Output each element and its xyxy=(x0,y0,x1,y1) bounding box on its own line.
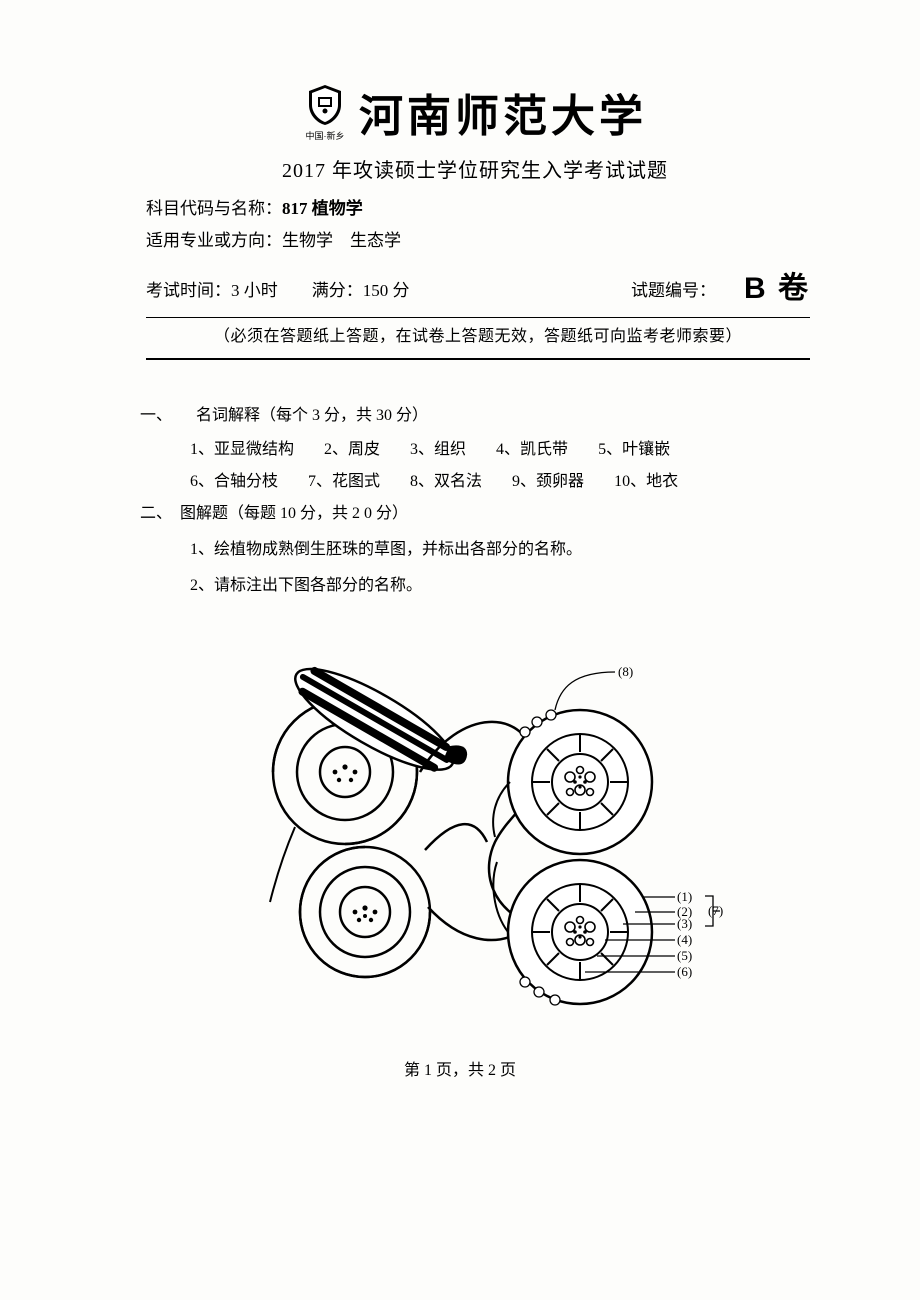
term-8: 8、双名法 xyxy=(410,466,482,498)
logo-subtext: 中国·新乡 xyxy=(306,129,345,142)
term-10: 10、地衣 xyxy=(614,466,678,498)
section-2-head: 二、 图解题（每题 10 分，共 2 0 分） xyxy=(140,498,810,530)
major-label: 适用专业或方向： xyxy=(146,231,282,250)
meta-block: 科目代码与名称：817 植物学 适用专业或方向：生物学 生态学 考试时间：3 小… xyxy=(146,193,810,360)
university-logo: 中国·新乡 xyxy=(303,83,347,142)
label-7: (7) xyxy=(708,903,723,918)
content: 一、 名词解释（每个 3 分，共 30 分） 1、亚显微结构 2、周皮 3、组织… xyxy=(140,400,810,1042)
question-2-2: 2、请标注出下图各部分的名称。 xyxy=(140,570,810,602)
term-9: 9、颈卵器 xyxy=(512,466,584,498)
logo-row: 中国·新乡 河南师范大学 xyxy=(140,80,810,144)
terms-row-2: 6、合轴分枝 7、花图式 8、双名法 9、颈卵器 10、地衣 xyxy=(140,466,810,498)
terms-row-1: 1、亚显微结构 2、周皮 3、组织 4、凯氏带 5、叶镶嵌 xyxy=(140,434,810,466)
exam-page: 中国·新乡 河南师范大学 2017 年攻读硕士学位研究生入学考试试题 科目代码与… xyxy=(0,0,920,1300)
time-label: 考试时间： xyxy=(146,281,231,300)
diagram-svg: (8) (1) (2) (3) (4) (5) (6) (7) xyxy=(225,612,725,1042)
label-8: (8) xyxy=(618,664,633,679)
header: 中国·新乡 河南师范大学 2017 年攻读硕士学位研究生入学考试试题 xyxy=(140,80,810,183)
score-label: 满分： xyxy=(312,281,363,300)
meta-subject: 科目代码与名称：817 植物学 xyxy=(146,193,810,225)
page-footer: 第 1 页，共 2 页 xyxy=(0,1056,920,1080)
label-1: (1) xyxy=(677,889,692,904)
term-4: 4、凯氏带 xyxy=(496,434,568,466)
shield-logo-icon xyxy=(303,83,347,127)
label-4: (4) xyxy=(677,932,692,947)
meta-time-score: 考试时间：3 小时 满分：150 分 试题编号： B 卷 xyxy=(146,258,810,318)
term-3: 3、组织 xyxy=(410,434,466,466)
term-2: 2、周皮 xyxy=(324,434,380,466)
term-7: 7、花图式 xyxy=(308,466,380,498)
label-3: (3) xyxy=(677,916,692,931)
subject-label: 科目代码与名称： xyxy=(146,199,282,218)
meta-major: 适用专业或方向：生物学 生态学 xyxy=(146,225,810,257)
term-6: 6、合轴分枝 xyxy=(190,466,278,498)
divider xyxy=(146,358,810,360)
answer-notice: （必须在答题纸上答题，在试卷上答题无效，答题纸可向监考老师索要） xyxy=(146,322,810,352)
time-value: 3 小时 xyxy=(231,281,278,300)
university-name: 河南师范大学 xyxy=(359,80,647,144)
major-value: 生物学 生态学 xyxy=(282,231,401,250)
section-1-head: 一、 名词解释（每个 3 分，共 30 分） xyxy=(140,400,810,432)
term-1: 1、亚显微结构 xyxy=(190,434,294,466)
term-5: 5、叶镶嵌 xyxy=(598,434,670,466)
botany-diagram: (8) (1) (2) (3) (4) (5) (6) (7) xyxy=(225,612,725,1042)
subject-value: 817 植物学 xyxy=(282,199,363,218)
question-2-1: 1、绘植物成熟倒生胚珠的草图，并标出各部分的名称。 xyxy=(140,534,810,566)
exam-title: 2017 年攻读硕士学位研究生入学考试试题 xyxy=(140,154,810,183)
label-6: (6) xyxy=(677,964,692,979)
score-value: 150 分 xyxy=(363,281,410,300)
label-5: (5) xyxy=(677,948,692,963)
paper-id: B 卷 xyxy=(744,260,810,317)
paper-id-label: 试题编号： xyxy=(631,275,716,307)
